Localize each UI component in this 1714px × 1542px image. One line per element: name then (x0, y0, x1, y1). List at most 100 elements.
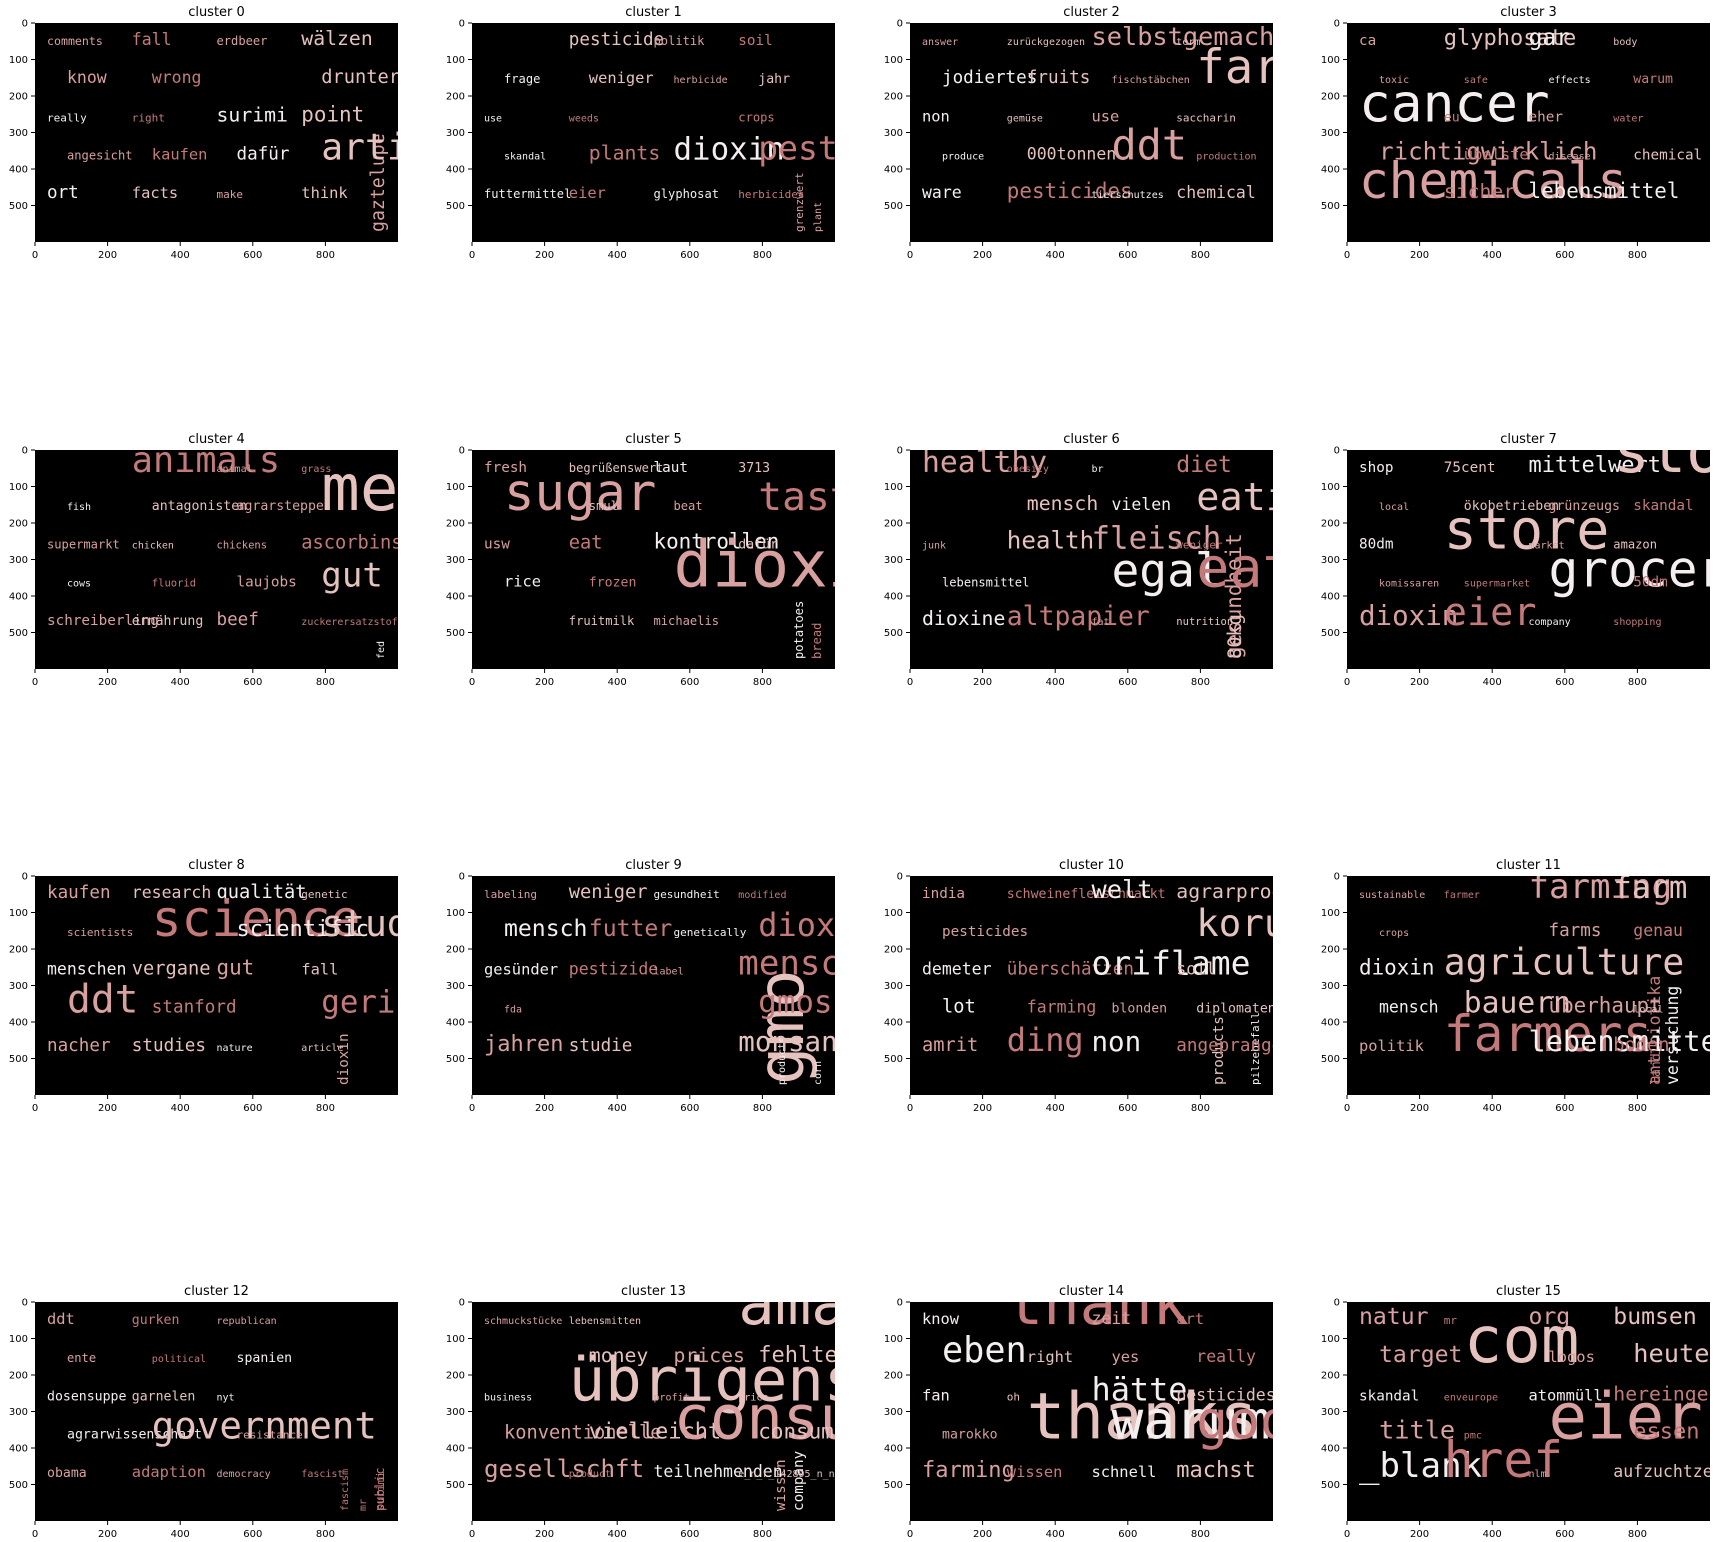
word-bauern: bauern (1464, 986, 1571, 1021)
word-drunter: drunter (321, 67, 400, 88)
panel-title: cluster 13 (621, 1284, 686, 1299)
panel-title: cluster 9 (625, 858, 682, 873)
word-soil: soil (738, 33, 772, 49)
word-natur: natur (1359, 1304, 1429, 1330)
word-use: use (1092, 107, 1120, 125)
x-tick-label: 800 (1628, 1529, 1647, 1540)
word-genetically: genetically (674, 926, 747, 939)
word-cows: cows (67, 579, 91, 590)
word-chemical: chemical (1176, 183, 1255, 202)
wordcloud-background (910, 876, 1273, 1095)
x-axis: 0 200 400 600 800 (469, 1521, 772, 1540)
word-egal: egal (1112, 544, 1223, 598)
word-laut: laut (654, 460, 688, 476)
word-studie: studie (569, 1036, 633, 1056)
x-axis: 0 200 400 600 800 (469, 242, 772, 261)
word-eher: eher (1529, 109, 1564, 125)
word-frage: frage (504, 72, 540, 86)
panel-title: cluster 12 (184, 1284, 249, 1299)
y-axis: 0 100 200 300 400 500 (1321, 19, 1347, 212)
word-mensch: mensch (1379, 998, 1439, 1017)
word-lebensmittel: lebensmittel (1529, 1024, 1714, 1058)
wordcloud-background (35, 876, 398, 1095)
x-tick-label: 400 (171, 1103, 190, 1114)
word-water: water (1613, 113, 1643, 124)
word-warum: warum (1112, 1391, 1271, 1452)
word-schweinefleischmarkt: schweinefleischmarkt (1007, 887, 1166, 902)
word-chickens: chickens (217, 539, 268, 551)
word-zur-ckgezogen: zurückgezogen (1007, 37, 1085, 48)
word-grenzwert: grenzwert (793, 172, 806, 232)
y-axis: 0 100 200 300 400 500 (9, 872, 35, 1065)
y-axis: 0 100 200 300 400 500 (884, 872, 910, 1065)
x-tick-label: 800 (316, 1103, 335, 1114)
word-mr: mr (358, 1499, 369, 1511)
word-fluorid: fluorid (152, 578, 196, 590)
y-tick-label: 500 (9, 1480, 28, 1491)
word-farming: farming (922, 1458, 1015, 1483)
y-tick-label: 200 (884, 519, 903, 530)
panel-title: cluster 6 (1063, 432, 1120, 447)
x-tick-label: 0 (1344, 1529, 1350, 1540)
x-tick-label: 200 (973, 250, 992, 261)
word-glyphosat: glyphosat (654, 187, 720, 201)
word-layer: ddt gurken republican surimi ente political sp… (47, 1310, 387, 1511)
x-tick-label: 600 (680, 1529, 699, 1540)
wordcloud-background (35, 1302, 398, 1521)
y-tick-label: 400 (1321, 165, 1340, 176)
wordcloud-background (1347, 450, 1710, 669)
y-tick-label: 300 (446, 1407, 465, 1418)
word-vielleicht: vielleicht (589, 1420, 721, 1445)
word-farms: farms (1549, 921, 1602, 941)
y-tick-label: 300 (9, 555, 28, 566)
y-tick-label: 500 (446, 628, 465, 639)
x-tick-label: 200 (1410, 1529, 1429, 1540)
panel-title: cluster 1 (625, 5, 682, 20)
word-fat: fat (1092, 617, 1110, 628)
word-bumsen: bumsen (1613, 1304, 1696, 1330)
word-antagonisten: antagonisten (152, 499, 247, 514)
word-products: products (1211, 1016, 1227, 1085)
word-mr: mr (1444, 1314, 1458, 1327)
word--kobetrieben: ökobetrieben (1464, 499, 1559, 514)
word-obama: obama (47, 1466, 87, 1481)
y-tick-label: 400 (446, 165, 465, 176)
x-tick-label: 600 (1555, 250, 1574, 261)
y-tick-label: 300 (446, 981, 465, 992)
y-tick-label: 0 (22, 1298, 28, 1309)
y-tick-label: 500 (884, 1054, 903, 1065)
word-fleisch: fleisch (1092, 520, 1222, 556)
word-smul: smul (589, 499, 618, 513)
word-pesticides: pesticides (758, 129, 957, 168)
word-mensch: mensch (1027, 492, 1098, 515)
word-lebensmittel: lebensmittel (1529, 179, 1680, 203)
word-use: use (484, 113, 502, 124)
word-fan: fan (922, 1386, 950, 1404)
y-tick-label: 200 (1321, 945, 1340, 956)
word-genetic: genetic (301, 888, 347, 901)
word-stores: stores (1613, 417, 1714, 487)
y-tick-label: 200 (9, 92, 28, 103)
x-tick-label: 200 (98, 250, 117, 261)
word-w-lzen: wälzen (301, 27, 372, 50)
word-ddt: ddt (1112, 121, 1188, 170)
y-tick-label: 300 (884, 128, 903, 139)
word-labeling: labeling (484, 888, 537, 901)
x-tick-label: 200 (973, 1529, 992, 1540)
cluster-panel-12: cluster 12 ddt gurken republican surimi ente p… (9, 1284, 398, 1540)
x-tick-label: 400 (171, 250, 190, 261)
word-scientists: scientists (67, 926, 133, 939)
cluster-panel-0: cluster 0 comments fall erdbeer wälzen know wr… (9, 5, 400, 261)
word-nacher: nacher (47, 1036, 111, 1056)
x-tick-label: 600 (680, 677, 699, 688)
word-stanford: stanford (152, 998, 237, 1018)
x-tick-label: 400 (1483, 1529, 1502, 1540)
y-tick-label: 500 (1321, 1054, 1340, 1065)
